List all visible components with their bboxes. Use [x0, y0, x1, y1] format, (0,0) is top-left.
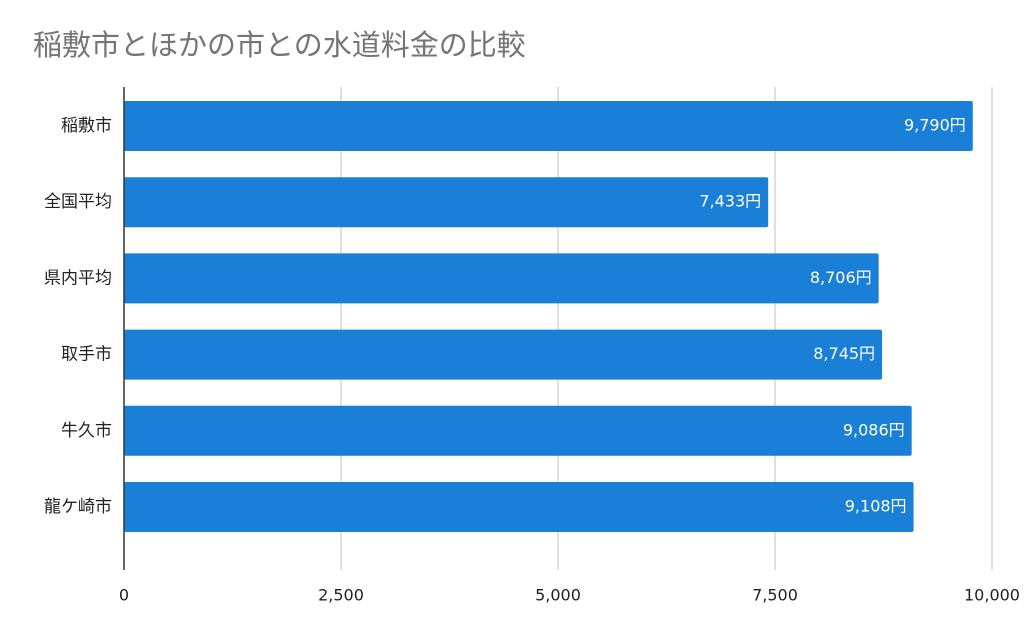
category-label: 全国平均	[44, 192, 112, 212]
bar	[124, 482, 914, 532]
tick-labels: 0 2,500 5,000 7,500 10,000	[119, 586, 1020, 605]
data-label: 8,706円	[810, 268, 872, 287]
category-label: 取手市	[61, 345, 112, 365]
category-label: 県内平均	[44, 268, 112, 288]
data-label: 7,433円	[699, 192, 761, 211]
x-tick-label: 2,500	[318, 586, 364, 605]
bar	[124, 101, 973, 151]
bars	[124, 101, 973, 532]
x-tick-label: 10,000	[964, 586, 1020, 605]
data-label: 9,790円	[904, 116, 966, 135]
data-label: 8,745円	[813, 344, 875, 363]
category-label: 牛久市	[61, 421, 112, 441]
data-label: 9,108円	[845, 497, 907, 516]
category-label: 龍ケ崎市	[44, 497, 112, 517]
bar	[124, 253, 879, 304]
chart-title: 稲敷市とほかの市との水道料金の比較	[33, 28, 526, 62]
category-label: 稲敷市	[61, 116, 112, 136]
x-tick-label: 7,500	[752, 586, 798, 605]
bar	[124, 329, 883, 380]
data-labels: 9,790円 7,433円 8,706円 8,745円 9,086円 9,108円	[699, 116, 965, 516]
x-tick-label: 5,000	[535, 586, 581, 605]
bar	[124, 177, 769, 228]
bar	[124, 405, 912, 456]
x-tick-label: 0	[119, 586, 129, 605]
data-label: 9,086円	[843, 420, 905, 439]
